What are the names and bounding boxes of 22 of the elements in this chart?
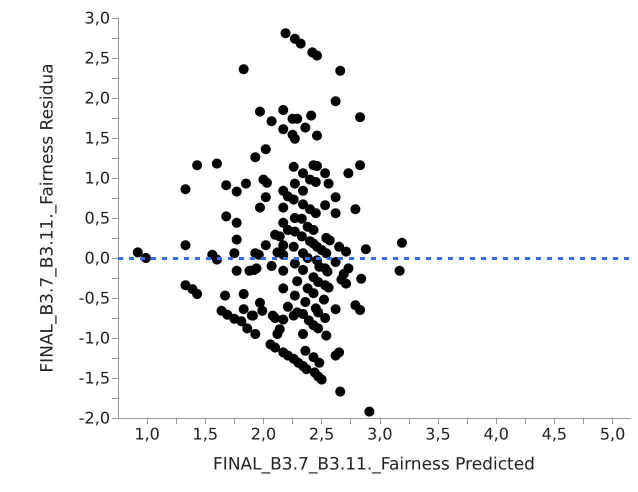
y-tick-label: -0,5 xyxy=(78,288,110,308)
y-tick-label: 0,5 xyxy=(84,208,110,228)
y-tick-label: 2,0 xyxy=(84,88,110,108)
x-tick-label: 2,0 xyxy=(250,424,276,444)
y-tick-label: 2,5 xyxy=(84,48,110,68)
x-axis-title: FINAL_B3.7_B3.11._Fairness Predicted xyxy=(213,454,535,474)
y-tick-label: 1,5 xyxy=(84,128,110,148)
y-tick-label: 3,0 xyxy=(84,8,110,28)
y-axis-title: FINAL_B3.7_B3.11._Fairness Residua xyxy=(38,63,58,373)
x-tick-label: 3,0 xyxy=(367,424,393,444)
y-tick-label: 0,0 xyxy=(84,248,110,268)
x-tick-label: 5,0 xyxy=(600,424,626,444)
y-tick-label: -2,0 xyxy=(78,408,110,428)
x-tick-label: 2,5 xyxy=(308,424,334,444)
x-tick-label: 3,5 xyxy=(425,424,451,444)
x-tick-label: 4,0 xyxy=(483,424,509,444)
x-tick-label: 1,0 xyxy=(134,424,160,444)
y-tick-label: -1,0 xyxy=(78,328,110,348)
x-tick-label: 1,5 xyxy=(192,424,218,444)
x-tick-label: 4,5 xyxy=(542,424,568,444)
y-tick-label: -1,5 xyxy=(78,368,110,388)
y-tick-label: 1,0 xyxy=(84,168,110,188)
